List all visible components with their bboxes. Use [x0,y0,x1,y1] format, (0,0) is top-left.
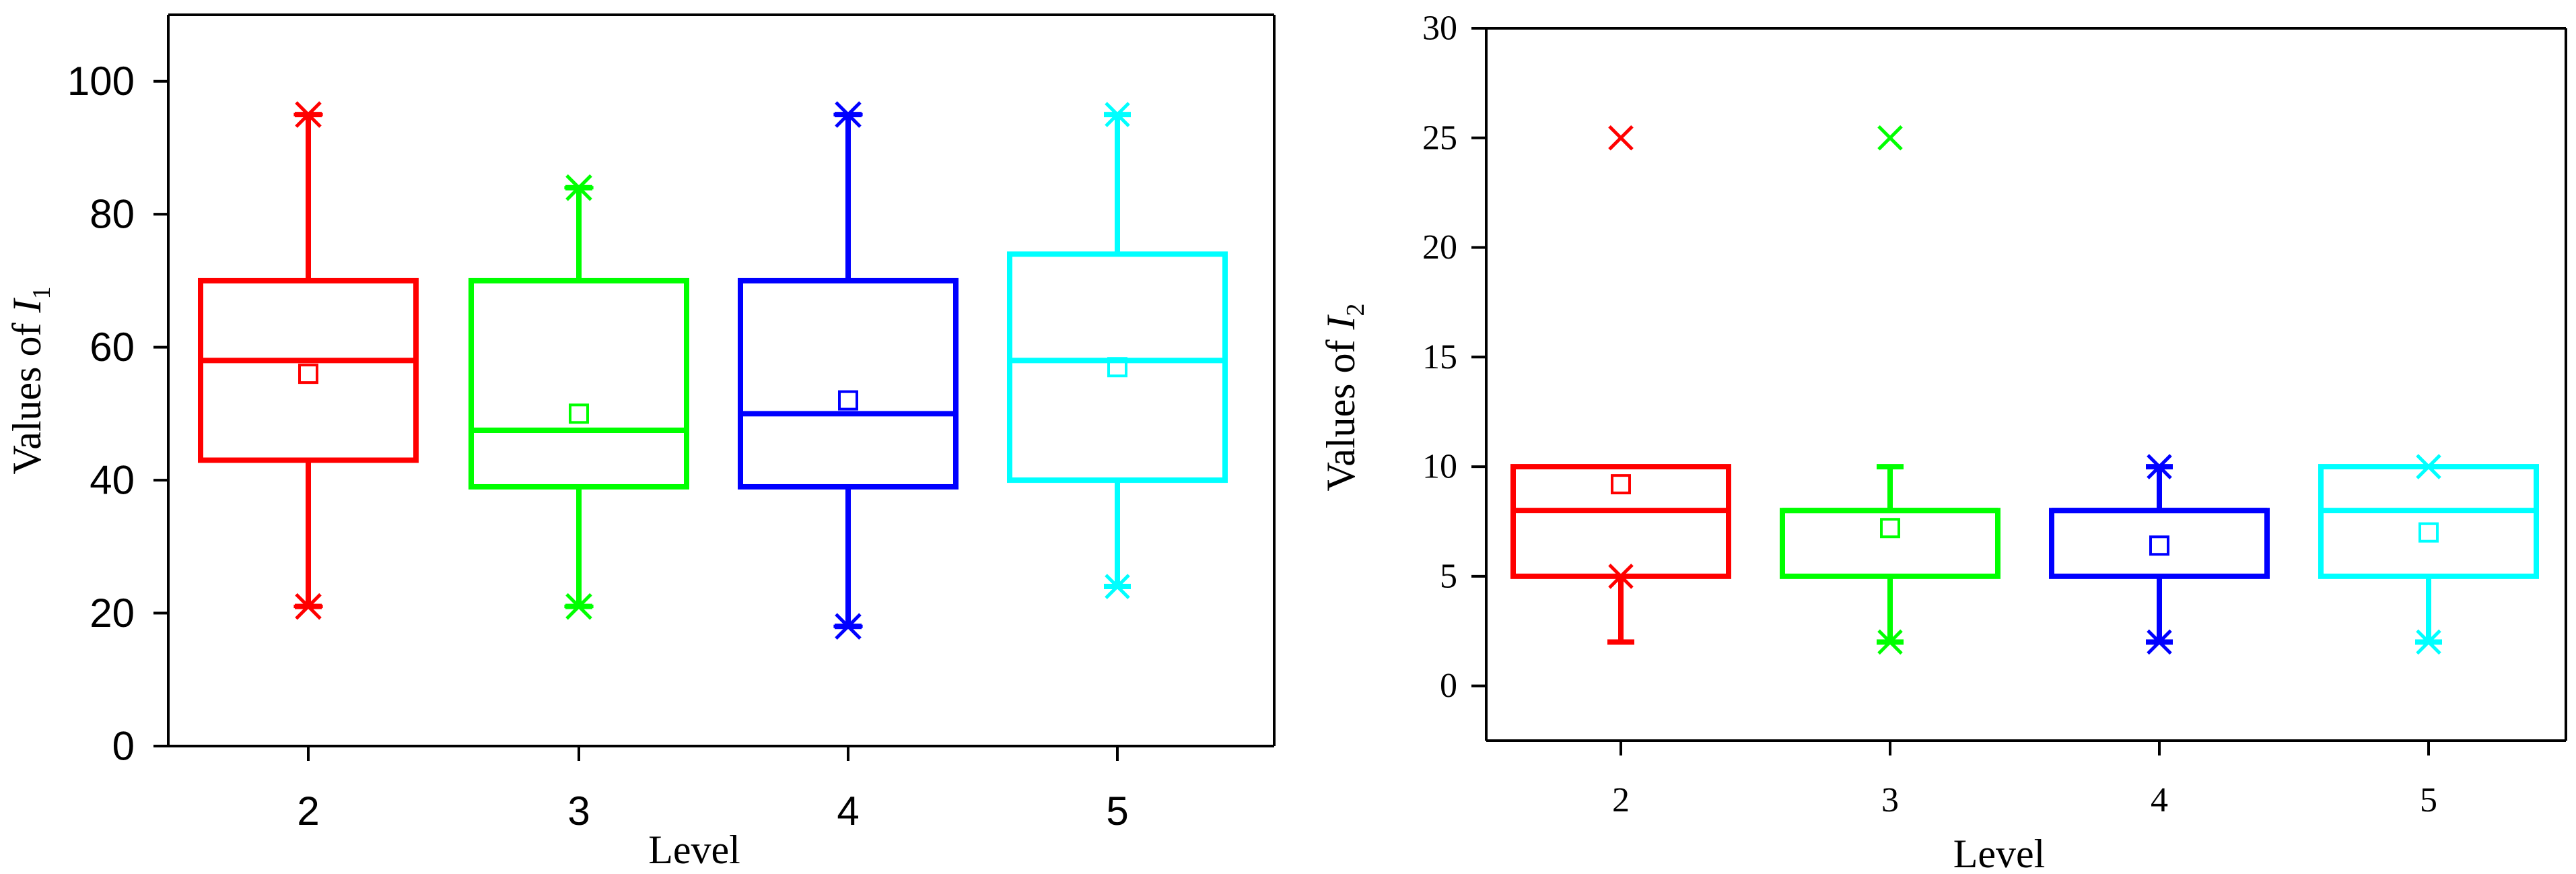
y-tick-label: 10 [1422,448,1457,486]
y-axis-title: Values of I2 [1319,304,1370,492]
x-tick-label: 3 [1881,781,1899,819]
mean-marker [1880,518,1900,539]
mean-marker [569,403,589,424]
box-iqr [198,277,419,463]
y-tick-label: 30 [1422,9,1457,48]
x-tick-label: 2 [1612,781,1630,819]
mean-marker [1611,474,1631,495]
mean-marker [298,364,318,384]
x-axis-title: Level [1953,832,2046,874]
point-marker [1608,564,1634,589]
y-tick-label: 20 [90,591,135,636]
box-plot-left: 0 20 40 60 80 100 2 3 4 5 Level Values of I1 [5,13,1276,872]
y-tick-label: 0 [1440,667,1457,705]
y-tick-label: 20 [1422,228,1457,267]
min-marker [2147,629,2172,655]
box-iqr [738,277,959,490]
outlier-marker [1608,125,1634,151]
box-iqr [2318,464,2539,579]
min-marker [1877,629,1903,655]
outlier-marker [1877,125,1903,151]
y-tick-label: 0 [112,724,135,769]
x-tick-label: 5 [2420,781,2437,819]
min-marker [1105,574,1130,599]
box-plot-right: 0 5 10 15 20 25 30 2 3 4 5 Level Values of I2 [1319,9,2567,874]
min-marker [293,593,323,620]
min-marker [833,613,863,640]
min-marker [2416,629,2441,655]
box-group-4 [738,101,959,640]
mean-marker [2149,535,2169,556]
box-group-5 [2318,454,2539,655]
max-marker [564,174,594,201]
box-iqr [1510,464,1731,579]
y-tick-label: 60 [90,325,135,370]
max-marker [2416,454,2441,479]
y-tick-label: 15 [1422,338,1457,376]
max-marker [2147,454,2172,479]
mean-marker [838,390,858,411]
box-group-5 [1007,102,1228,599]
mean-marker [2418,522,2439,543]
box-group-2 [198,101,419,620]
x-tick-label: 4 [2151,781,2168,819]
box-group-3 [468,174,689,620]
x-tick-label: 5 [1106,788,1128,834]
y-axis-title: Values of I1 [5,287,56,475]
box-iqr [1007,251,1228,483]
box-group-2 [1510,125,1731,645]
max-marker [1105,102,1130,127]
box-iqr [468,277,689,490]
x-axis-title: Level [648,828,740,872]
y-tick-label: 40 [90,458,135,503]
x-tick-label: 3 [567,788,590,834]
min-marker [564,593,594,620]
y-tick-label: 5 [1440,557,1457,595]
y-tick-label: 80 [90,192,135,237]
box-iqr [2049,508,2270,579]
max-marker [833,101,863,128]
mean-marker [1107,357,1127,378]
box-group-3 [1780,125,2000,655]
max-marker [293,101,323,128]
box-group-4 [2049,454,2270,655]
y-tick-label: 100 [67,59,135,104]
y-tick-label: 25 [1422,119,1457,157]
x-tick-label: 4 [837,788,859,834]
x-tick-label: 2 [297,788,319,834]
